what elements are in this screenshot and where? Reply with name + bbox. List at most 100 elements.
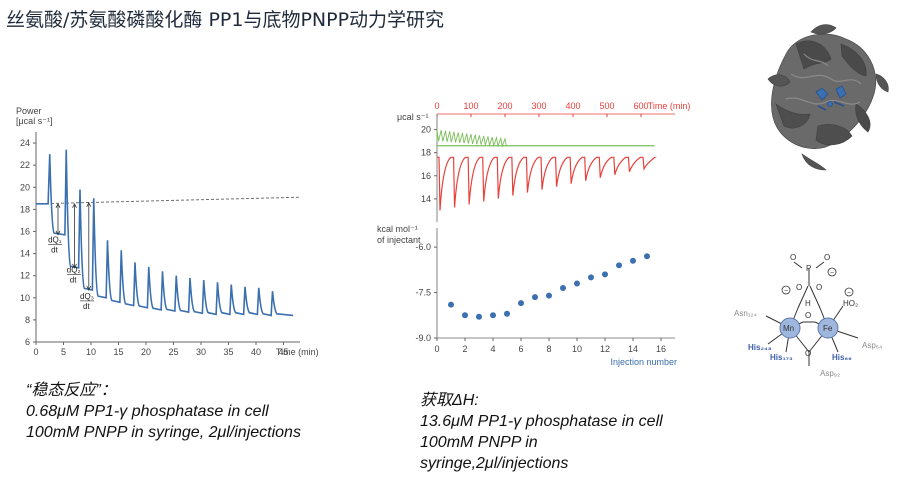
dq-arrow-head <box>55 202 61 209</box>
dq-label: dQ₃ <box>80 292 94 301</box>
dq-label: dQ₁ <box>48 236 62 245</box>
data-point <box>546 292 552 299</box>
raw-y-tick-label: 20 <box>421 125 431 135</box>
dq-arrow-head <box>86 285 92 291</box>
x-axis-label: Time (min) <box>276 347 319 357</box>
dq-label: dQ₂ <box>67 265 81 274</box>
metal-mn-label: Mn <box>783 324 794 333</box>
power-trace <box>36 149 294 317</box>
dq-denominator: dt <box>83 302 90 311</box>
time-tick-label: 500 <box>599 101 614 111</box>
left-power-chart: Power[μcal s⁻¹] 6 8 10 12 14 16 18 20 22 24 0 5 10 15 2… <box>16 106 319 357</box>
time-tick-label: 0 <box>434 101 439 111</box>
x-tick-label: 5 <box>61 347 66 357</box>
his173-label: His₁₇₃ <box>770 353 793 362</box>
int-x-tick-label: 14 <box>628 344 638 354</box>
active-site-diagram: Mn Fe P O O O O H O O HO₂ Asn₁₂₄ His₂₄₈ … <box>734 253 882 378</box>
data-point <box>602 271 608 278</box>
raw-red-trace <box>437 156 657 211</box>
int-y-tick-label: -6.0 <box>415 242 431 252</box>
data-point <box>532 294 538 301</box>
data-point <box>462 312 468 319</box>
y-tick-label: 12 <box>20 271 30 281</box>
time-tick-label: 100 <box>463 101 478 111</box>
data-point <box>644 253 650 260</box>
data-point <box>574 280 580 287</box>
svg-text:−: − <box>830 270 834 277</box>
dq-arrow-head <box>72 263 77 269</box>
svg-text:−: − <box>847 290 851 297</box>
x-tick-label: 20 <box>141 347 151 357</box>
time-tick-label: 600 <box>633 101 648 111</box>
metal-fe-label: Fe <box>823 324 833 333</box>
raw-y-tick-label: 18 <box>421 148 431 158</box>
int-x-tick-label: 4 <box>490 344 495 354</box>
svg-text:O: O <box>805 349 811 358</box>
asn124-label: Asn₁₂₄ <box>734 309 757 318</box>
data-point <box>630 257 636 264</box>
int-y-tick-label: -9.0 <box>415 333 431 343</box>
dq-denominator: dt <box>51 246 58 255</box>
y-axis-label: Power <box>16 106 42 116</box>
y-tick-label: 10 <box>20 293 30 303</box>
y-tick-label: 14 <box>20 249 30 259</box>
svg-text:O: O <box>796 283 802 292</box>
int-x-tick-label: 2 <box>462 344 467 354</box>
left-experiment-note: “稳态反应”： 0.68μM PP1-γ phosphatase in cell… <box>26 380 301 443</box>
int-y-tick-label: -7.5 <box>415 288 431 298</box>
int-x-tick-label: 8 <box>546 344 551 354</box>
y-tick-label: 22 <box>20 160 30 170</box>
x-tick-label: 10 <box>86 347 96 357</box>
svg-text:−: − <box>784 288 788 295</box>
time-tick-label: 400 <box>565 101 580 111</box>
int-x-tick-label: 12 <box>600 344 610 354</box>
x-tick-label: 45 <box>278 347 288 357</box>
y-tick-label: 16 <box>20 226 30 236</box>
dq-arrow-head <box>86 201 92 207</box>
his66-label: His₆₆ <box>832 353 852 362</box>
x-tick-label: 40 <box>251 347 261 357</box>
raw-green-trace <box>436 129 507 149</box>
x-tick-label: 0 <box>33 347 38 357</box>
x-tick-label: 35 <box>223 347 233 357</box>
right-note-injections: syringe,2μl/injections <box>420 455 569 472</box>
x-tick-label: 30 <box>196 347 206 357</box>
raw-y-tick-label: 14 <box>421 194 431 204</box>
protein-structure-image <box>767 24 889 171</box>
time-tick-label: 200 <box>497 101 512 111</box>
left-note-cell: 0.68μM PP1-γ phosphatase in cell <box>26 403 269 420</box>
svg-text:O: O <box>805 311 811 320</box>
data-point <box>616 262 622 269</box>
right-note-heading: 获取ΔH: <box>420 392 479 409</box>
int-x-tick-label: 10 <box>572 344 582 354</box>
data-point <box>560 285 566 292</box>
x-tick-label: 25 <box>168 347 178 357</box>
int-x-tick-label: 6 <box>518 344 523 354</box>
data-point <box>476 313 482 320</box>
data-point <box>490 312 496 319</box>
y-tick-label: 20 <box>20 182 30 192</box>
raw-y-tick-label: 16 <box>421 171 431 181</box>
asp64-label: Asp₆₄ <box>862 341 882 350</box>
int-x-tick-label: 16 <box>656 344 666 354</box>
y-axis-unit: [μcal s⁻¹] <box>16 116 52 126</box>
data-point <box>518 300 524 307</box>
raw-y-label: μcal s⁻¹ <box>397 112 428 122</box>
int-x-tick-label: 0 <box>434 344 439 354</box>
dq-arrow-head <box>72 202 77 209</box>
x-tick-label: 15 <box>113 347 123 357</box>
svg-text:O: O <box>816 283 822 292</box>
y-tick-label: 8 <box>25 315 30 325</box>
data-point <box>448 301 454 308</box>
left-note-syringe: 100mM PNPP in syringe, 2μl/injections <box>26 424 301 441</box>
data-point <box>504 310 510 317</box>
dq-denominator: dt <box>70 275 77 284</box>
right-note-syringe: 100mM PNPP in <box>420 434 538 451</box>
dq-arrow-head <box>55 230 61 236</box>
int-y-label: kcal mol⁻¹ <box>377 224 418 234</box>
svg-text:P: P <box>806 264 811 273</box>
right-itc-chart: 0 100 200 300 400 500 600 Time (min)μcal s⁻¹141… <box>377 101 690 367</box>
data-point <box>588 274 594 281</box>
ho2-label: HO₂ <box>843 299 858 308</box>
svg-text:O: O <box>790 253 796 262</box>
